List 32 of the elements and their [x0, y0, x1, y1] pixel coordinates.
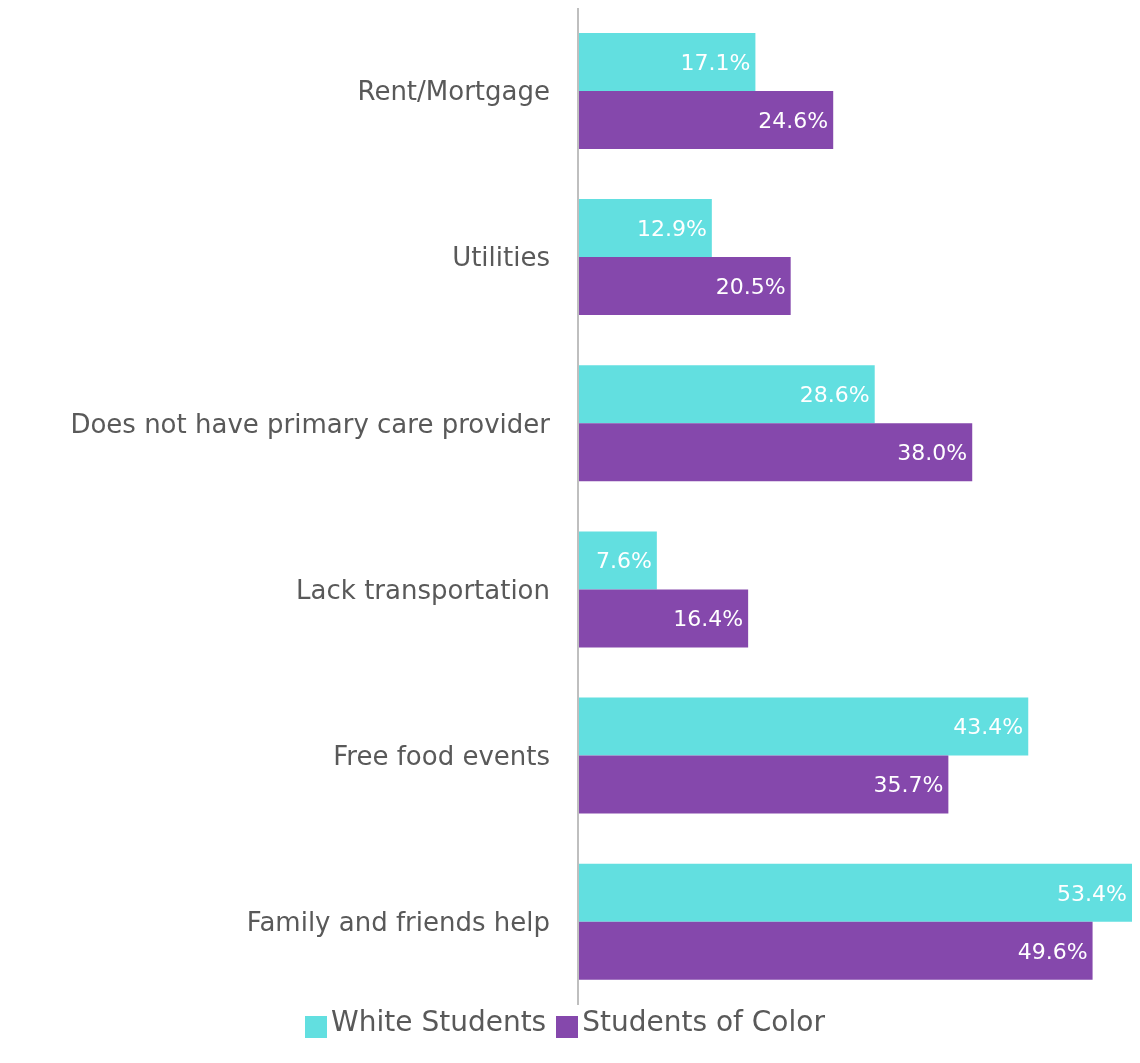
legend-label: White Students: [331, 1005, 547, 1038]
data-label: 7.6%: [595, 548, 652, 574]
bar: [578, 90, 834, 149]
data-label: 43.4%: [953, 714, 1024, 740]
data-label: 16.4%: [673, 606, 744, 632]
data-label: 49.6%: [1017, 938, 1088, 964]
legend-label: Students of Color: [582, 1005, 825, 1038]
bar: [578, 423, 973, 482]
data-label: 12.9%: [636, 215, 707, 241]
y-tick-label: Does not have primary care provider: [70, 408, 551, 439]
y-tick-label: Family and friends help: [246, 907, 550, 938]
data-label: 53.4%: [1057, 880, 1127, 906]
y-tick-label: Utilities: [452, 242, 550, 273]
bar: [578, 697, 1029, 756]
bar: [578, 257, 791, 316]
y-tick-label: Lack transportation: [296, 574, 550, 605]
bar: [578, 199, 712, 258]
bar: [578, 921, 1093, 980]
bar: [578, 365, 875, 424]
bar: [578, 32, 756, 91]
bar: [578, 589, 749, 648]
bar: [578, 863, 1132, 922]
data-label: 35.7%: [873, 772, 944, 798]
bar: [578, 755, 949, 814]
data-label: 28.6%: [799, 382, 870, 408]
data-label: 17.1%: [680, 49, 751, 75]
y-tick-label: Free food events: [333, 740, 550, 771]
data-label: 20.5%: [715, 273, 786, 299]
data-label: 38.0%: [897, 440, 968, 466]
bar: [578, 531, 657, 590]
y-tick-label: Rent/Mortgage: [357, 76, 550, 107]
data-label: 24.6%: [758, 107, 829, 133]
